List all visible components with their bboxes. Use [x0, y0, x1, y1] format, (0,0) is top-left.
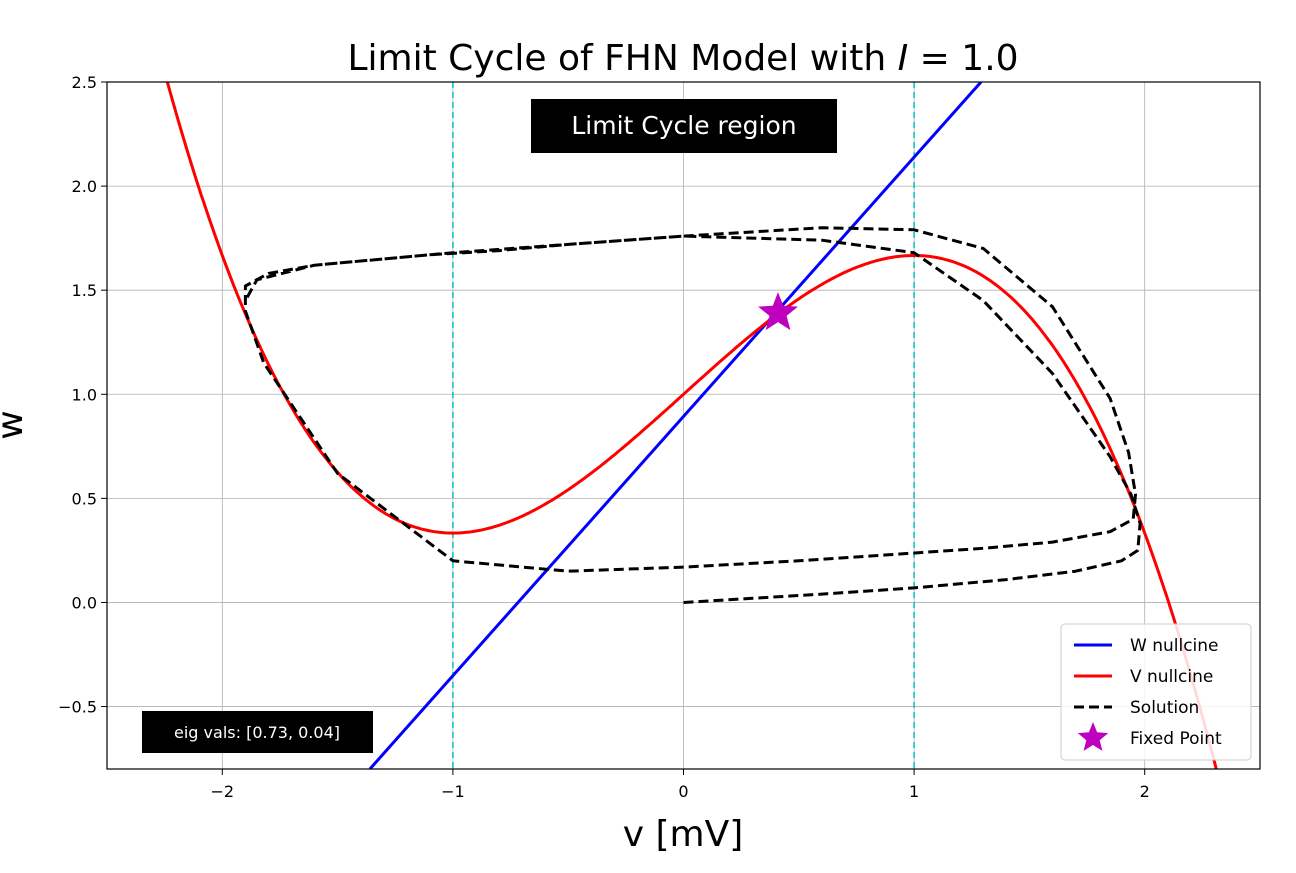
x-tick-label: 1: [909, 782, 919, 801]
x-axis-label: v [mV]: [623, 814, 744, 855]
y-tick-label: 0.0: [72, 593, 97, 612]
annotation-eigenvalues-text: eig vals: [0.73, 0.04]: [174, 723, 340, 742]
y-axis-label: w: [0, 410, 31, 439]
vertical-reference-lines: [452, 82, 915, 769]
annotation-limit-cycle: Limit Cycle region: [531, 99, 837, 153]
chart-title: Limit Cycle of FHN Model with I = 1.0: [347, 38, 1018, 79]
annotation-eigenvalues-box: [142, 711, 373, 753]
y-tick-label: 0.5: [72, 489, 97, 508]
legend-label: Fixed Point: [1130, 729, 1222, 749]
y-tick-label: −0.5: [58, 698, 97, 717]
legend: W nullcine V nullcine Solution Fixed Point: [1060, 623, 1252, 761]
legend-label: W nullcine: [1130, 636, 1219, 656]
x-tick-label: 0: [678, 782, 688, 801]
axis-ticks: −2 −1 0 1 2 −0.5 0.0 0.5 1.0 1.5 2.0 2.5: [58, 73, 1150, 801]
solution-trajectory: [243, 226, 1142, 604]
y-tick-label: 1.5: [72, 281, 97, 300]
x-tick-label: −1: [441, 782, 465, 801]
y-tick-label: 1.0: [72, 385, 97, 404]
annotation-limit-cycle-text: Limit Cycle region: [571, 111, 796, 140]
annotation-limit-cycle-box: [531, 99, 837, 153]
legend-label: Solution: [1130, 698, 1199, 718]
y-tick-label: 2.0: [72, 177, 97, 196]
legend-fixed-point-marker: [1077, 722, 1109, 751]
fixed-point-star: [758, 292, 798, 331]
chart-title-value: = 1.0: [908, 38, 1018, 79]
legend-frame: [1060, 623, 1252, 761]
chart-title-variable: I: [898, 38, 909, 79]
y-tick-label: 2.5: [72, 73, 97, 92]
x-tick-label: −2: [211, 782, 235, 801]
series-layer: [165, 82, 1218, 769]
w-nullcline-line: [368, 82, 983, 769]
x-tick-label: 2: [1140, 782, 1150, 801]
v-nullcline-line: [165, 82, 1218, 769]
annotation-eigenvalues: eig vals: [0.73, 0.04]: [142, 711, 373, 753]
chart-title-main: Limit Cycle of FHN Model with: [347, 38, 897, 79]
legend-label: V nullcine: [1130, 667, 1213, 687]
